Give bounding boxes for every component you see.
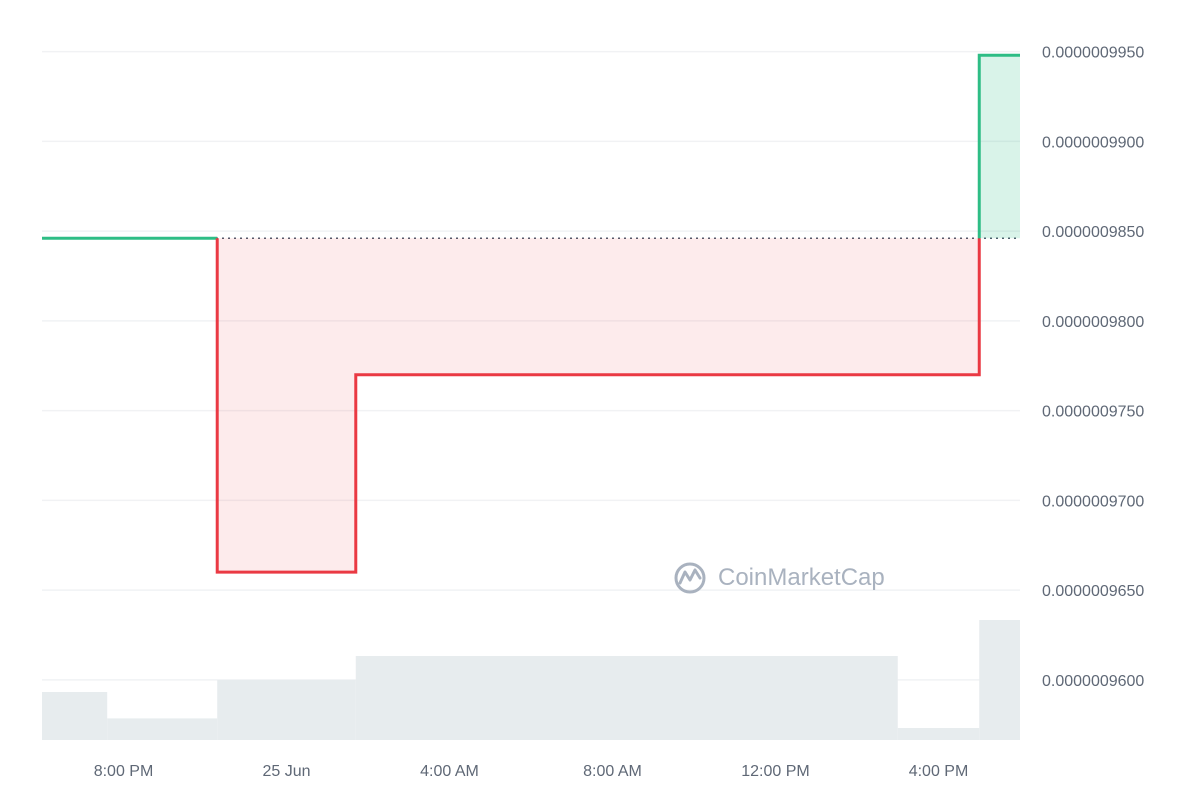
- price-chart[interactable]: 0.0000009950 0.0000009900 0.0000009850 0.00…: [0, 0, 1200, 800]
- x-axis-label: 25 Jun: [262, 763, 310, 780]
- volume-bar: [107, 718, 217, 740]
- y-axis-label: 0.0000009850: [1042, 224, 1144, 241]
- y-axis-label: 0.0000009750: [1042, 404, 1144, 421]
- y-axis-label: 0.0000009800: [1042, 314, 1144, 331]
- chart-svg: 0.0000009950 0.0000009900 0.0000009850 0.00…: [0, 0, 1200, 800]
- y-axis-label: 0.0000009900: [1042, 134, 1144, 151]
- x-axis-label: 4:00 PM: [909, 763, 969, 780]
- y-axis-label: 0.0000009600: [1042, 673, 1144, 690]
- volume-bar: [979, 620, 1020, 740]
- price-area-below: [217, 238, 979, 572]
- x-axis-label: 8:00 PM: [94, 763, 154, 780]
- y-axis-label: 0.0000009950: [1042, 45, 1144, 62]
- y-axis-label: 0.0000009700: [1042, 493, 1144, 510]
- volume-bar: [898, 728, 980, 740]
- volume-bar: [356, 656, 898, 740]
- volume-bar: [42, 692, 107, 740]
- x-axis-label: 4:00 AM: [420, 763, 479, 780]
- volume-bar: [217, 680, 356, 740]
- y-axis-label: 0.0000009650: [1042, 583, 1144, 600]
- price-area-above: [979, 55, 1020, 238]
- x-axis-label: 8:00 AM: [583, 763, 642, 780]
- x-axis-label: 12:00 PM: [741, 763, 809, 780]
